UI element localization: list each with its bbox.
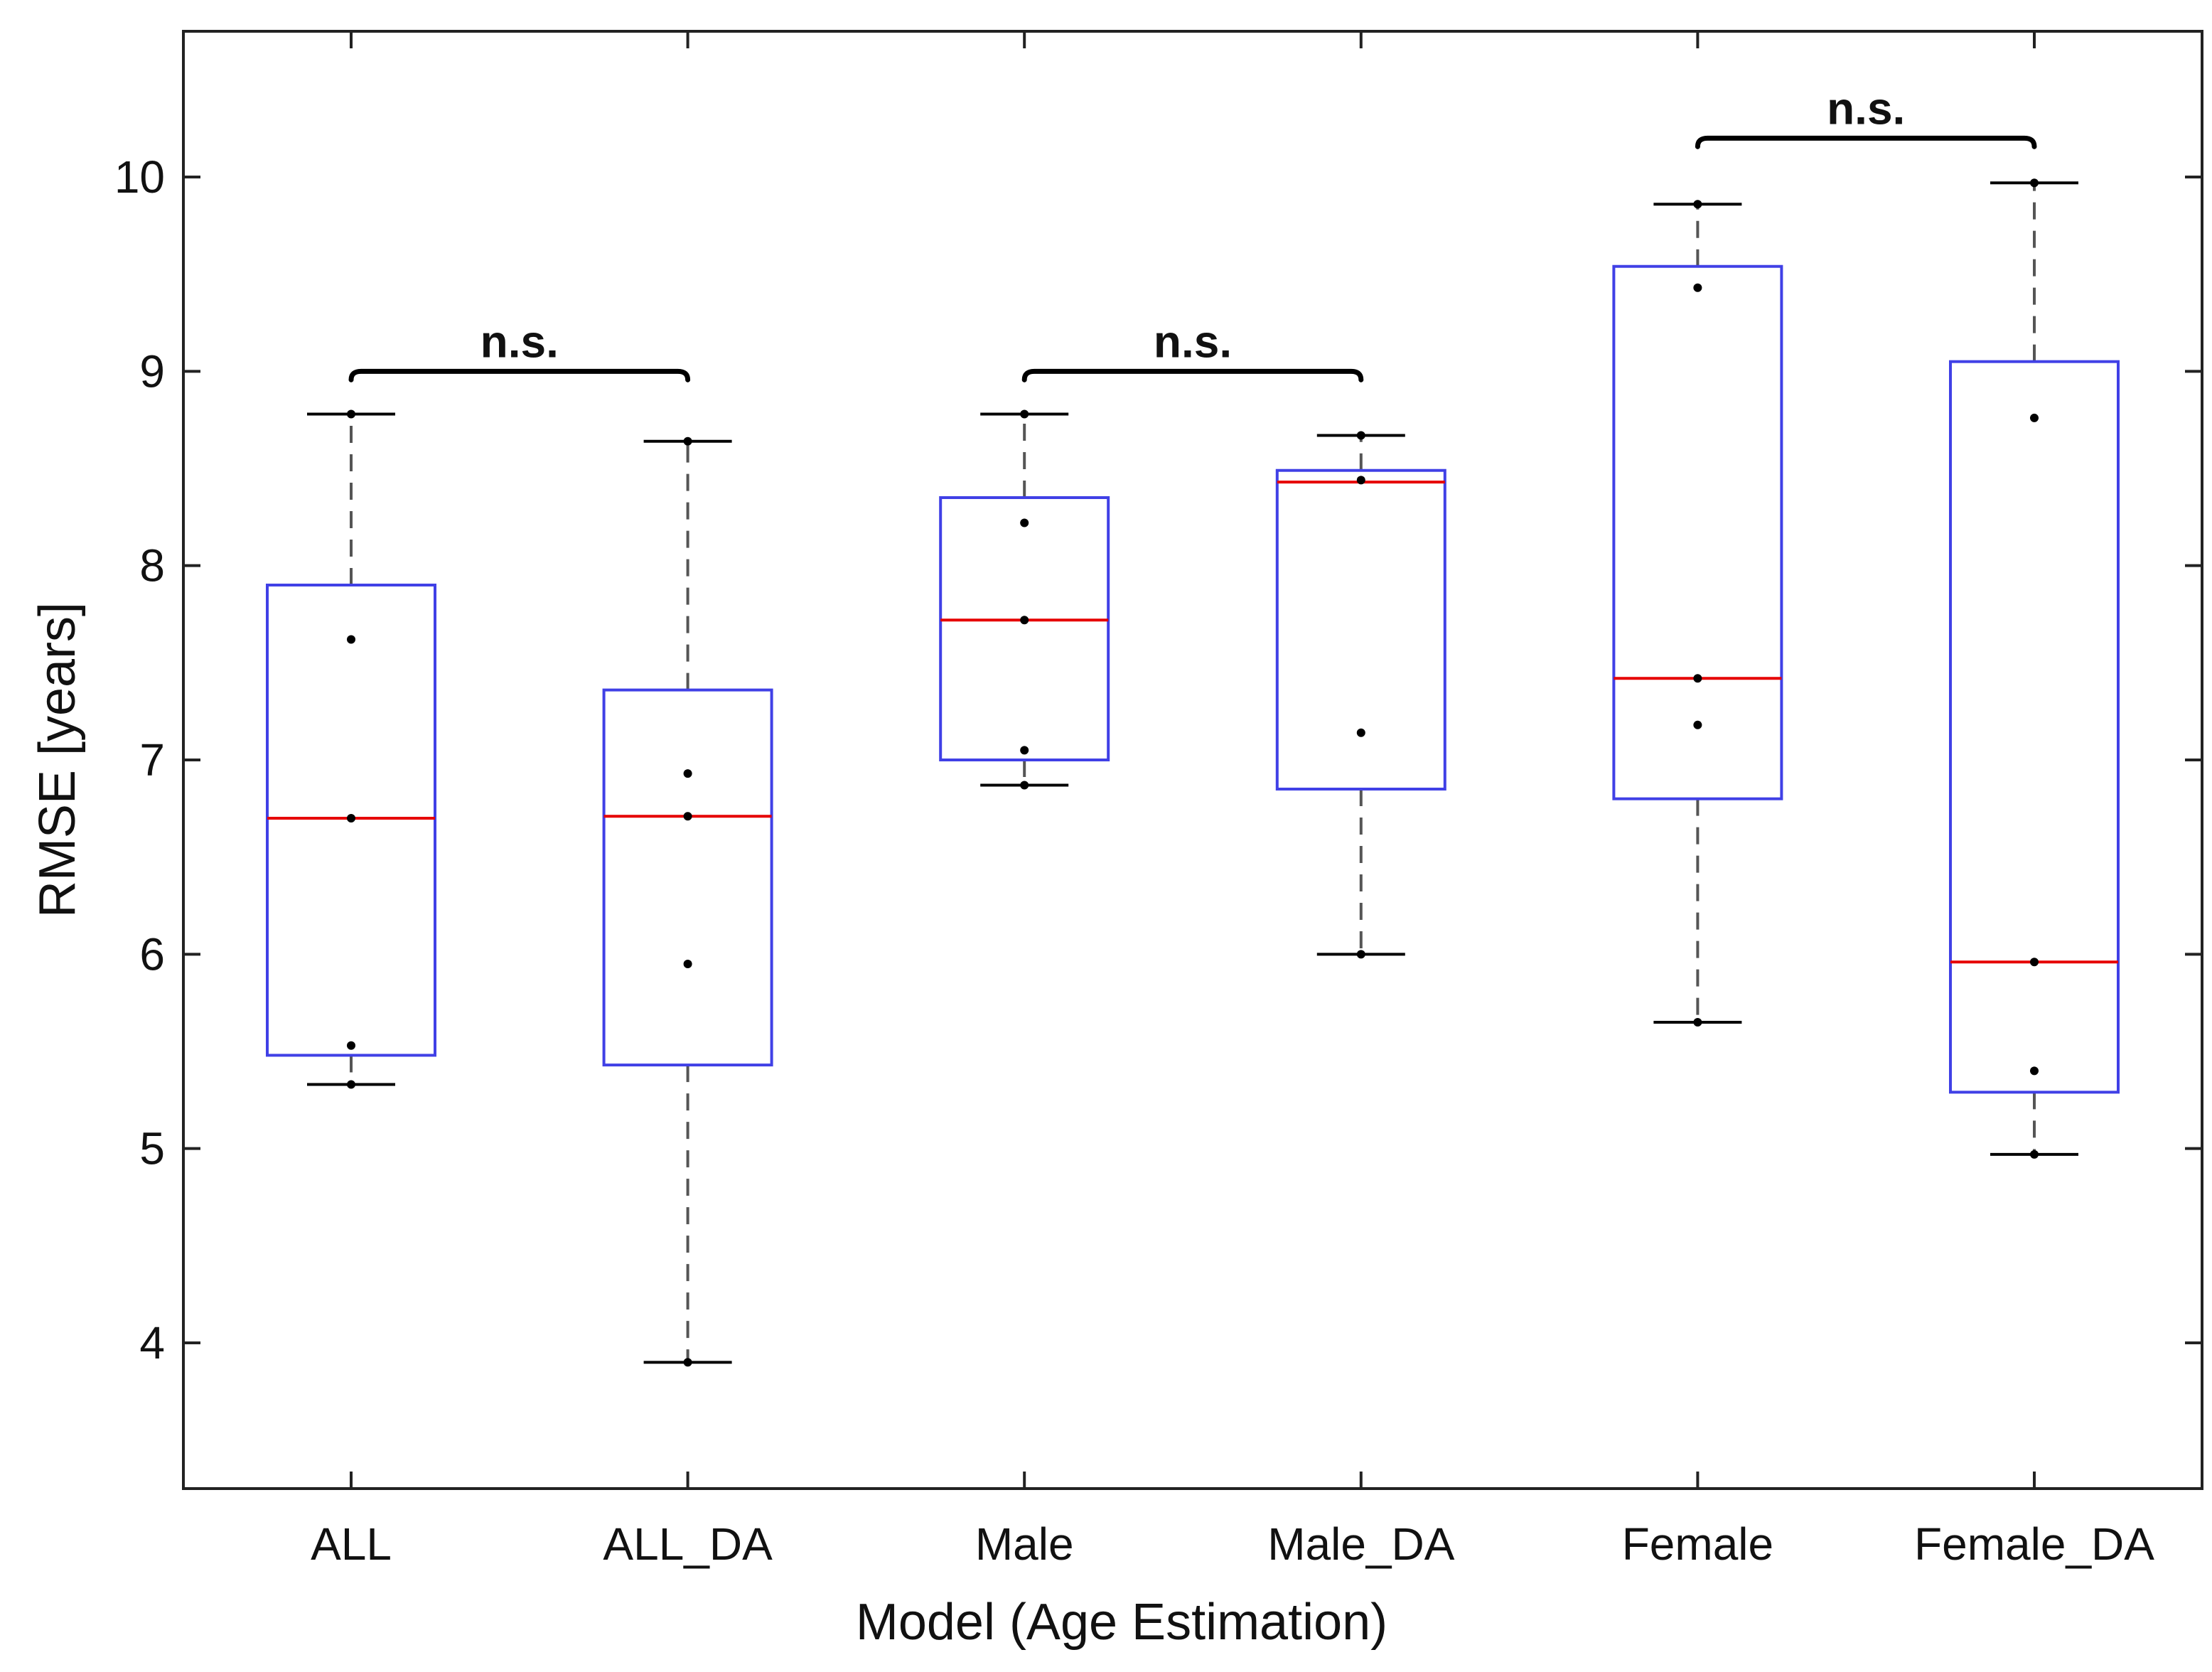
x-tick-label: Female_DA [1914, 1518, 2154, 1570]
data-point [1020, 746, 1029, 755]
data-point [1020, 616, 1029, 625]
iqr-box [266, 584, 436, 1057]
box-group-female-da [1949, 178, 2120, 1159]
data-point [2030, 958, 2039, 967]
data-point [1020, 518, 1029, 527]
x-tick-label: Male [975, 1518, 1074, 1570]
significance-label: n.s. [1827, 82, 1905, 134]
data-point [683, 436, 692, 446]
data-point [347, 814, 355, 822]
significance-label: n.s. [1154, 316, 1232, 367]
data-point [347, 409, 355, 419]
x-tick-label: ALL [311, 1518, 392, 1570]
iqr-box [939, 496, 1110, 761]
x-tick-label: Female [1622, 1518, 1773, 1570]
box-group-all [266, 409, 436, 1089]
data-point [1020, 781, 1029, 790]
box-group-male-da [1275, 431, 1446, 959]
x-axis-label: Model (Age Estimation) [856, 1594, 1387, 1651]
significance-bracket [1695, 135, 2037, 149]
data-point [1356, 728, 1365, 737]
box-group-male [939, 409, 1110, 790]
x-tick-label: Male_DA [1267, 1518, 1455, 1570]
data-point [1693, 720, 1702, 729]
plot-area: 4 5 6 7 8 9 10 ALL ALL_DA Male Male_DA Female Female… [114, 30, 2203, 1570]
x-tick-label: ALL_DA [603, 1518, 773, 1570]
data-point [683, 812, 692, 821]
data-point [347, 1041, 355, 1050]
iqr-box [602, 688, 773, 1067]
y-axis-label: RMSE [years] [29, 602, 86, 918]
data-point [1356, 431, 1365, 440]
data-point [2030, 1150, 2039, 1159]
data-point [2030, 413, 2039, 422]
y-tick-label: 10 [114, 151, 165, 203]
y-tick-label: 8 [139, 540, 165, 591]
significance-label: n.s. [480, 316, 559, 367]
iqr-box [1275, 468, 1446, 791]
box-group-all-da [602, 436, 773, 1367]
data-point [683, 1358, 692, 1367]
data-point [683, 960, 692, 968]
iqr-box [1949, 360, 2120, 1094]
y-tick-label: 9 [139, 345, 165, 397]
y-tick-label: 5 [139, 1123, 165, 1174]
box-group-female [1612, 200, 1783, 1027]
data-point [2030, 1066, 2039, 1076]
iqr-box [1612, 264, 1783, 800]
significance-bracket [348, 368, 691, 382]
data-point [1693, 1018, 1702, 1027]
data-point [2030, 178, 2039, 188]
data-point [1693, 674, 1702, 683]
data-point [1020, 409, 1029, 419]
y-tick-label: 6 [139, 928, 165, 980]
y-tick-label: 7 [139, 734, 165, 786]
data-point [347, 635, 355, 644]
data-point [1693, 200, 1702, 209]
data-point [347, 1080, 355, 1089]
axes-frame [182, 30, 2203, 1490]
data-point [1356, 476, 1365, 485]
data-point [683, 769, 692, 778]
significance-bracket [1021, 368, 1364, 382]
data-point [1356, 950, 1365, 959]
data-point [1693, 283, 1702, 292]
y-tick-label: 4 [139, 1317, 165, 1368]
